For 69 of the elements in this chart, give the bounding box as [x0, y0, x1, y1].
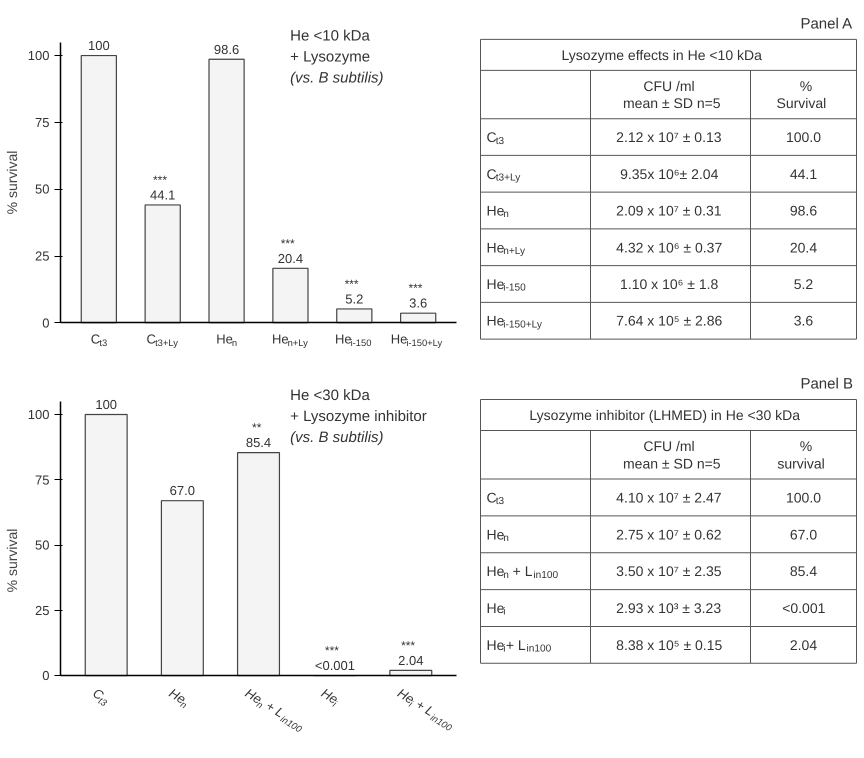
data-label: 3.6	[409, 296, 428, 311]
text: 100.0	[786, 129, 822, 146]
text: % Survival	[776, 78, 826, 112]
annotation: ***	[152, 172, 168, 187]
text: 100.0	[786, 489, 822, 506]
annotation: + Lysozyme inhibitor	[290, 408, 427, 425]
text: 2.09 x 10⁷ ± 0.31	[616, 202, 722, 219]
annotation: ***	[344, 276, 359, 291]
y-tick-label: 0	[42, 668, 50, 684]
annotation: (vs. B subtilis)	[290, 428, 384, 446]
y-tick-label: 25	[35, 602, 50, 618]
text: Panel A	[800, 15, 852, 32]
x-tick-label: Hei	[318, 685, 341, 710]
annotation: ***	[324, 644, 340, 658]
x-tick-label: Ct3	[90, 685, 110, 709]
annotation: ***	[280, 236, 296, 250]
annotation: **	[252, 420, 262, 435]
text: 3.6	[794, 312, 814, 329]
text: 2.12 x 10⁷ ± 0.13	[616, 129, 722, 146]
text: 2.75 x 10⁷ ± 0.62	[616, 526, 722, 542]
y-tick-label: 25	[35, 248, 50, 264]
annotation: ***	[408, 281, 423, 296]
data-label: 98.6	[214, 42, 240, 57]
y-axis-title: % survival	[4, 150, 20, 214]
annotation: He <30 kDa	[290, 386, 370, 404]
text: 67.0	[790, 526, 818, 542]
text: 2.04	[790, 636, 818, 653]
data-label: 85.4	[246, 435, 272, 450]
data-label: 5.2	[345, 291, 364, 306]
text: 44.1	[790, 166, 818, 182]
text: 7.64 x 10⁵ ± 2.86	[616, 312, 722, 329]
text: 5.2	[794, 276, 814, 292]
y-tick-label: 0	[42, 315, 50, 330]
annotation: ***	[401, 638, 416, 652]
text: 9.35x 10⁶± 2.04	[620, 166, 718, 182]
text: 20.4	[790, 239, 818, 256]
y-tick-label: 50	[35, 538, 50, 553]
x-tick-label: Hen	[166, 685, 189, 711]
y-tick-label: 50	[35, 182, 50, 197]
text: % survival	[777, 438, 825, 472]
y-tick-label: 100	[28, 48, 50, 64]
text: 1.10 x 10⁶ ± 1.8	[620, 276, 718, 292]
y-tick-label: 75	[35, 472, 50, 488]
data-label: 2.04	[398, 652, 424, 668]
data-label: 100	[88, 38, 110, 54]
annotation: (vs. B subtilis)	[290, 70, 384, 87]
data-label: 44.1	[150, 187, 176, 202]
y-tick-label: 75	[35, 114, 50, 130]
annotation: He <10 kDa	[290, 28, 370, 45]
text: CFU /ml mean ± SD n=5	[623, 78, 721, 112]
text: <0.001	[782, 600, 826, 616]
text: 8.38 x 10⁵ ± 0.15	[616, 636, 722, 653]
text: 3.50 x 10⁷ ± 2.35	[616, 563, 722, 580]
text: 4.10 x 10⁷ ± 2.47	[616, 489, 722, 506]
text: Panel B	[800, 376, 853, 393]
y-tick-label: 100	[28, 406, 50, 422]
text: CFU /ml mean ± SD n=5	[623, 438, 721, 472]
text: 98.6	[790, 202, 818, 219]
text: 85.4	[790, 563, 818, 580]
text: 2.93 x 10³ ± 3.23	[616, 600, 722, 616]
data-label: 20.4	[278, 250, 304, 266]
data-label: 67.0	[170, 483, 195, 498]
text: Lysozyme inhibitor (LHMED) in He <30 kDa	[529, 407, 800, 424]
data-label: <0.001	[314, 658, 355, 674]
text: Lysozyme effects in He <10 kDa	[562, 46, 762, 63]
data-label: 100	[95, 396, 118, 412]
y-axis-title: % survival	[4, 528, 20, 592]
annotation: + Lysozyme	[290, 48, 370, 66]
text: 4.32 x 10⁶ ± 0.37	[616, 239, 722, 256]
